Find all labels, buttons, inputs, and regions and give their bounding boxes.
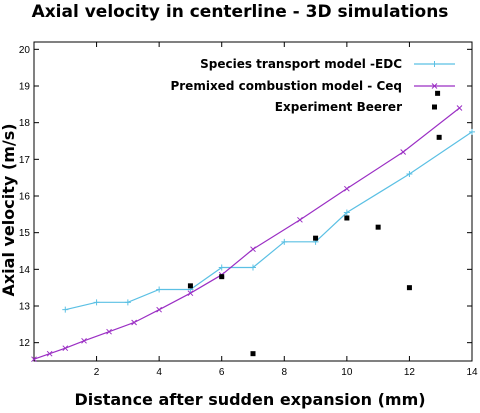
series-experiment-beerer bbox=[187, 90, 442, 357]
plot-frame bbox=[33, 41, 473, 362]
data-point bbox=[81, 337, 87, 344]
x-tick-label: 12 bbox=[404, 367, 416, 378]
data-point bbox=[456, 105, 463, 111]
legend-swatch-marker bbox=[432, 104, 437, 110]
y-tick-label: 20 bbox=[19, 45, 31, 56]
series-premixed-combustion-model-ceq bbox=[31, 105, 463, 363]
x-tick-label: 10 bbox=[341, 367, 353, 378]
data-point bbox=[344, 185, 350, 192]
y-axis-label: Axial velocity (m/s) bbox=[0, 123, 18, 296]
legend: Species transport model -EDC Premixed com… bbox=[170, 57, 455, 114]
y-tick-label: 18 bbox=[19, 118, 31, 129]
data-point bbox=[131, 319, 137, 326]
data-point bbox=[281, 238, 288, 245]
data-point bbox=[156, 286, 163, 293]
series-line bbox=[65, 131, 473, 311]
plot-border bbox=[33, 41, 473, 362]
y-tick-label: 17 bbox=[19, 155, 31, 166]
data-point bbox=[313, 235, 319, 241]
data-point bbox=[344, 215, 350, 221]
data-point bbox=[400, 149, 407, 155]
data-point bbox=[297, 216, 303, 223]
y-tick-label: 13 bbox=[19, 302, 31, 313]
x-tick-label: 2 bbox=[94, 367, 100, 378]
x-axis-ticks: 2 4 6 8 10 12 14 bbox=[94, 42, 478, 378]
data-point bbox=[46, 350, 53, 357]
series-species-transport-model-edc bbox=[62, 128, 475, 313]
data-point bbox=[218, 264, 225, 271]
data-point bbox=[435, 90, 441, 96]
legend-label: Experiment Beerer bbox=[275, 100, 402, 114]
y-tick-label: 19 bbox=[19, 82, 31, 93]
x-tick-label: 8 bbox=[282, 367, 288, 378]
y-tick-label: 12 bbox=[19, 338, 31, 349]
series-layer bbox=[31, 90, 475, 363]
legend-swatch-marker bbox=[431, 61, 438, 67]
data-point bbox=[62, 306, 69, 313]
data-point bbox=[436, 134, 442, 140]
x-tick-label: 14 bbox=[466, 367, 478, 378]
data-point bbox=[124, 299, 131, 306]
y-tick-label: 16 bbox=[19, 192, 31, 203]
data-point bbox=[219, 274, 225, 280]
data-point bbox=[62, 345, 69, 352]
data-point bbox=[156, 306, 162, 313]
data-point bbox=[406, 285, 412, 291]
data-point bbox=[406, 171, 413, 177]
data-point bbox=[250, 264, 256, 271]
y-tick-label: 14 bbox=[19, 265, 31, 276]
data-point bbox=[93, 299, 100, 306]
x-tick-label: 6 bbox=[219, 367, 225, 378]
legend-label: Species transport model -EDC bbox=[200, 57, 402, 71]
data-point bbox=[106, 328, 112, 335]
legend-swatch-marker bbox=[431, 83, 438, 89]
series-line bbox=[33, 107, 460, 360]
x-axis-label: Distance after sudden expansion (mm) bbox=[74, 390, 425, 409]
data-point bbox=[250, 246, 256, 253]
y-axis-ticks: 12 13 14 15 16 17 18 19 20 bbox=[19, 45, 472, 349]
data-point bbox=[375, 224, 381, 230]
x-tick-label: 4 bbox=[156, 367, 162, 378]
data-point bbox=[187, 283, 193, 289]
data-point bbox=[250, 351, 256, 357]
data-point bbox=[469, 128, 475, 135]
y-tick-label: 15 bbox=[19, 228, 31, 239]
legend-label: Premixed combustion model - Ceq bbox=[170, 79, 402, 93]
data-point bbox=[343, 209, 350, 216]
data-point bbox=[187, 290, 194, 297]
chart-title: Axial velocity in centerline - 3D simula… bbox=[32, 2, 449, 22]
data-point bbox=[31, 356, 37, 363]
